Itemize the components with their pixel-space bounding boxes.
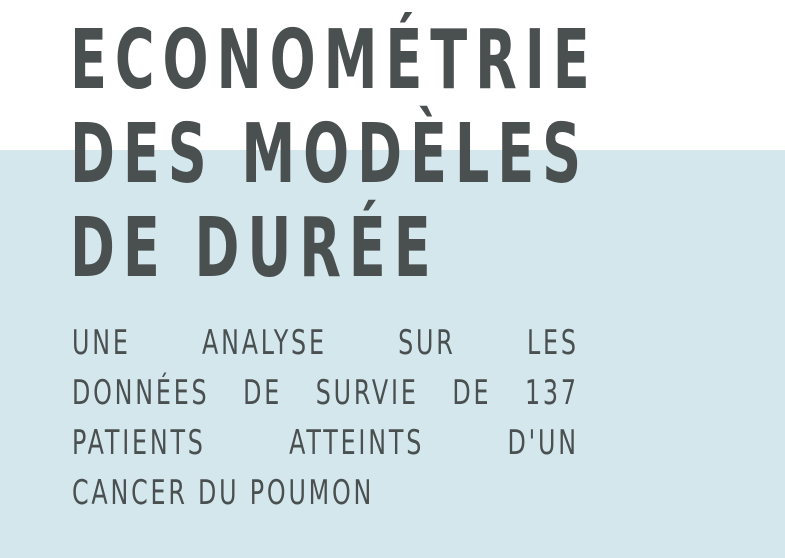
subtitle-line: CANCER DU POUMON bbox=[72, 473, 375, 513]
title-line: DES MODÈLES bbox=[70, 107, 590, 202]
top-background bbox=[0, 0, 785, 150]
subtitle-line: UNE ANALYSE SUR LES bbox=[72, 323, 579, 363]
title-line: DE DURÉE bbox=[70, 201, 439, 296]
subtitle-line: PATIENTS ATTEINTS D'UN bbox=[72, 423, 579, 463]
subtitle-line: DONNÉES DE SURVIE DE 137 bbox=[72, 373, 579, 413]
panel-background bbox=[0, 150, 785, 558]
title-line: ECONOMÉTRIE bbox=[70, 13, 598, 108]
document-subtitle: UNE ANALYSE SUR LES DONNÉES DE SURVIE DE… bbox=[72, 318, 579, 518]
document-title: ECONOMÉTRIE DES MODÈLES DE DURÉE bbox=[70, 14, 598, 296]
